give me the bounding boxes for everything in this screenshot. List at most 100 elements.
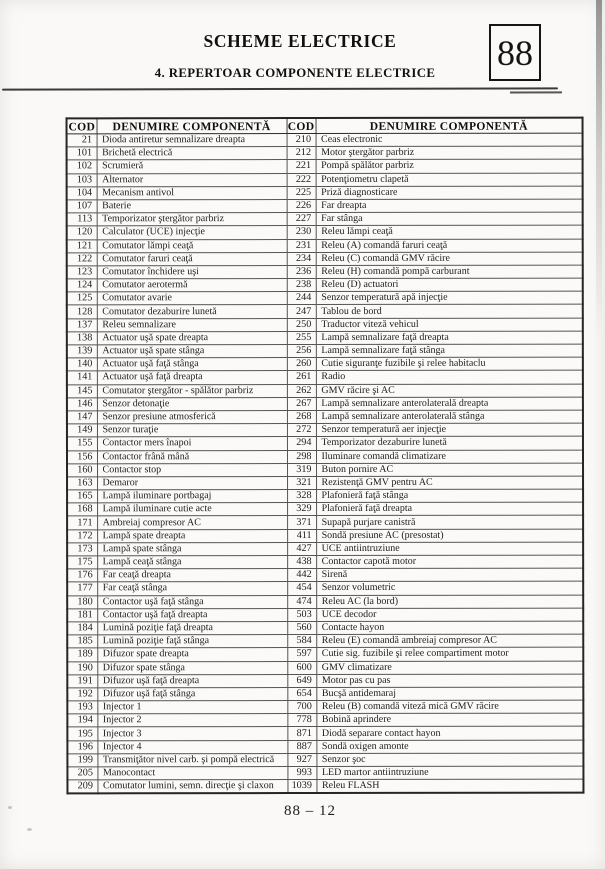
component-name: Far dreapta xyxy=(315,199,583,213)
component-name: Lampă spate dreapta xyxy=(97,529,288,543)
component-code: 654 xyxy=(287,687,317,701)
col-header-denumire-left: DENUMIRE COMPONENTĂ xyxy=(96,118,287,134)
component-name: Traductor viteză vehicul xyxy=(315,317,583,332)
component-name: Actuator uşă faţă stânga xyxy=(96,357,287,372)
col-header-cod-left: COD xyxy=(66,118,97,134)
component-name: Comutator aerotermă xyxy=(96,278,287,293)
component-name: Lampă iluminare portbagaj xyxy=(97,489,288,504)
component-name: Injector 3 xyxy=(97,726,288,741)
component-code: 180 xyxy=(67,595,98,609)
component-code: 238 xyxy=(286,278,316,292)
component-code: 139 xyxy=(66,344,97,359)
component-code: 145 xyxy=(66,384,97,398)
component-name: Contactor mers înapoi xyxy=(96,436,287,451)
component-name: Far ceaţă dreapta xyxy=(97,568,288,583)
component-code: 267 xyxy=(286,397,316,411)
table-row: 176 Far ceaţă dreapta 442 Sirenă xyxy=(67,568,584,583)
table-row: 146 Senzor detonaţie 267 Lampă semnalizare … xyxy=(66,396,583,411)
component-name: Scrumieră xyxy=(96,159,287,174)
component-code: 250 xyxy=(286,318,316,332)
table-row: 128 Comutator dezaburire lunetă 247 Tablou … xyxy=(66,304,583,319)
component-name: Dioda antiretur semnalizare dreapta xyxy=(96,133,287,148)
table-row: 194 Injector 2 778 Bobină aprindere xyxy=(67,713,584,728)
component-name: Releu (E) comandă ambreiaj compresor AC xyxy=(316,634,584,648)
component-code: 454 xyxy=(287,581,317,596)
component-code: 190 xyxy=(67,661,98,675)
table-row: 177 Far ceaţă stânga 454 Senzor volumetric xyxy=(67,581,584,596)
component-name: Rezistenţă GMV pentru AC xyxy=(316,476,584,490)
component-code: 172 xyxy=(67,529,98,543)
component-code: 871 xyxy=(287,726,317,741)
component-name: Plafonieră faţă dreapta xyxy=(316,502,584,516)
component-name: Iluminare comandă climatizare xyxy=(315,449,584,464)
component-name: Injector 1 xyxy=(97,700,288,715)
component-name: Far ceaţă stânga xyxy=(97,581,288,596)
component-code: 113 xyxy=(66,212,97,227)
component-name: Comutator dezaburire lunetă xyxy=(96,304,287,319)
component-table-body: 21 Dioda antiretur semnalizare dreapta 210… xyxy=(66,133,584,794)
component-name: Temporizator ştergător parbriz xyxy=(96,212,287,227)
component-code: 137 xyxy=(66,318,97,332)
component-code: 175 xyxy=(67,555,98,570)
component-name: Ceas electronic xyxy=(315,133,583,147)
table-row: 107 Baterie 226 Far dreapta xyxy=(66,199,583,213)
component-name: Releu AC (la bord) xyxy=(316,594,584,609)
component-code: 156 xyxy=(66,450,98,464)
component-code: 778 xyxy=(287,713,317,727)
component-code: 123 xyxy=(66,265,97,279)
component-code: 503 xyxy=(287,608,317,622)
component-code: 212 xyxy=(286,146,316,160)
component-name: Contactor uşă faţă dreapta xyxy=(97,608,288,622)
component-code: 102 xyxy=(66,160,97,174)
component-code: 165 xyxy=(67,489,98,504)
component-code: 649 xyxy=(287,674,317,688)
component-code: 199 xyxy=(67,753,98,767)
component-code: 294 xyxy=(286,436,316,451)
component-code: 272 xyxy=(286,423,316,437)
component-name: Releu semnalizare xyxy=(96,318,287,332)
component-code: 149 xyxy=(66,423,97,438)
table-row: 120 Calculator (UCE) injecţie 230 Releu lăm… xyxy=(66,225,583,240)
table-row: 184 Lumină poziţie faţă dreapta 560 Contact… xyxy=(67,621,584,635)
component-name: Contactor uşă faţă stânga xyxy=(97,595,288,609)
component-code: 887 xyxy=(287,740,317,754)
component-code: 21 xyxy=(66,133,97,148)
table-row: 155 Contactor mers înapoi 294 Temporizator … xyxy=(66,436,583,451)
component-name: Pompă spălător parbriz xyxy=(315,159,583,174)
component-name: LED martor antiintruziune xyxy=(316,766,584,780)
table-row: 180 Contactor uşă faţă stânga 474 Releu AC … xyxy=(67,594,584,609)
table-row: 138 Actuator uşă spate dreapta 255 Lampă se… xyxy=(66,330,583,345)
scan-artifact-right-streak xyxy=(596,0,602,340)
component-code: 247 xyxy=(286,304,316,319)
component-code: 125 xyxy=(66,292,97,306)
component-code: 205 xyxy=(67,766,98,781)
header-divider xyxy=(1,87,559,91)
component-code: 236 xyxy=(286,265,316,279)
component-code: 192 xyxy=(67,687,98,701)
table-row: 141 Actuator uşă faţă dreapta 261 Radio xyxy=(66,370,583,385)
component-code: 171 xyxy=(67,516,98,530)
component-code: 194 xyxy=(67,714,98,728)
section-heading: 4. REPERTOAR COMPONENTE ELECTRICE xyxy=(154,66,436,80)
chapter-number: 88 xyxy=(497,32,533,73)
table-row: 192 Difuzor uşă faţă stânga 654 Bucşă antid… xyxy=(67,687,584,701)
component-code: 319 xyxy=(287,463,317,477)
component-name: Temporizator dezaburire lunetă xyxy=(315,436,583,451)
table-row: 172 Lampă spate dreapta 411 Sondă presiune … xyxy=(67,528,584,543)
component-name: Comutator faruri ceaţă xyxy=(96,252,287,266)
component-code: 993 xyxy=(287,766,317,780)
table-row: 195 Injector 3 871 Diodă separare contact h… xyxy=(67,726,584,741)
component-code: 146 xyxy=(66,397,97,411)
component-code: 140 xyxy=(66,358,97,372)
table-row: 209 Comutator lumini, semn. direcţie şi c… xyxy=(67,779,584,794)
component-name: Senzor turaţie xyxy=(96,423,287,438)
component-code: 122 xyxy=(66,252,97,266)
component-code: 298 xyxy=(286,450,317,464)
component-name: Bobină aprindere xyxy=(316,713,584,727)
component-code: 225 xyxy=(286,186,316,200)
component-name: Actuator uşă faţă dreapta xyxy=(96,370,287,385)
component-code: 411 xyxy=(287,529,317,543)
component-code: 700 xyxy=(287,700,317,714)
component-name: Senzor temperatură apă injecţie xyxy=(315,291,583,305)
component-name: Comutator avarie xyxy=(96,291,287,306)
